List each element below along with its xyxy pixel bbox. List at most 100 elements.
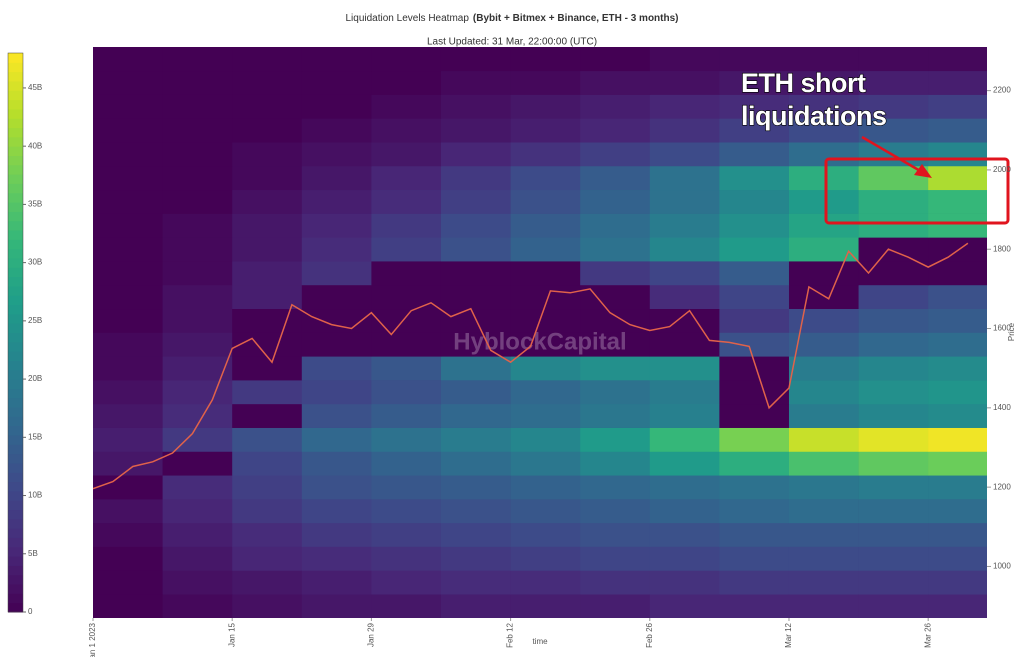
heat-cell [93, 546, 163, 571]
colorbar-segment [8, 174, 23, 184]
heat-cell [162, 522, 233, 547]
title-text: Liquidation Levels Heatmap [345, 13, 469, 24]
heat-cell [440, 594, 511, 618]
heat-cell [858, 94, 929, 119]
heat-cell [93, 499, 163, 524]
heat-cell [510, 70, 581, 95]
heat-cell [232, 380, 303, 405]
colorbar-segment [8, 155, 23, 166]
heat-cell [788, 356, 859, 381]
colorbar-segment [8, 285, 23, 296]
heat-cell [788, 403, 859, 428]
heat-cell [788, 165, 859, 191]
heat-cell [440, 356, 511, 381]
heat-cell [858, 522, 929, 547]
heat-cell [649, 165, 720, 191]
colorbar-segment [8, 80, 23, 91]
colorbar-segment [8, 248, 23, 259]
colorbar-segment [8, 62, 23, 73]
heat-cell [788, 142, 859, 167]
heat-cell [858, 403, 929, 428]
heat-cell [232, 356, 303, 381]
heat-cell [440, 475, 511, 500]
y-tick-label: 1600 [993, 324, 1011, 333]
colorbar-segment [8, 453, 23, 464]
heat-cell [580, 70, 651, 95]
y-tick-label: 2000 [993, 165, 1011, 174]
heat-cell [301, 332, 372, 357]
colorbar-segment [8, 407, 23, 417]
heat-cell [301, 356, 372, 381]
heat-cell [580, 308, 651, 333]
heat-cell [858, 356, 929, 381]
heat-cell [719, 284, 790, 310]
heat-cell [440, 70, 511, 95]
heat-cell [928, 94, 987, 119]
colorbar-segment [8, 593, 23, 604]
colorbar-segment [8, 53, 23, 63]
heat-cell [162, 261, 233, 286]
title-bold: (Bybit + Bitmex + Binance, ETH - 3 month… [473, 13, 679, 24]
heat-cell [788, 261, 859, 286]
heat-cell [928, 189, 987, 214]
heat-cell [510, 499, 581, 524]
colorbar-segment [8, 295, 23, 306]
colorbar-segment [8, 546, 23, 557]
heat-cell [93, 213, 163, 238]
heat-cell [162, 308, 233, 333]
heat-cell [858, 237, 929, 262]
heat-cell [371, 213, 442, 238]
colorbar-segment [8, 388, 23, 399]
colorbar-segment [8, 257, 23, 268]
heat-cell [93, 94, 163, 119]
heat-cell [510, 475, 581, 500]
heat-cell [162, 118, 233, 143]
heat-cell [510, 237, 581, 262]
heat-cell [440, 570, 511, 595]
colorbar-segment [8, 416, 23, 427]
heat-cell [788, 380, 859, 405]
x-tick-label: Mar 12 [784, 622, 793, 647]
heat-cell [788, 570, 859, 595]
heat-cell [232, 118, 303, 143]
heat-cell [232, 213, 303, 238]
heat-cell [928, 165, 987, 191]
heat-cell [719, 94, 790, 119]
heat-cell [580, 142, 651, 167]
heat-cell [928, 594, 987, 618]
heat-cell [580, 213, 651, 238]
heat-cell [719, 499, 790, 524]
heat-cell [371, 94, 442, 119]
heat-cell [162, 142, 233, 167]
heat-cell [788, 332, 859, 357]
x-tick-label: Jan 1 2023 [88, 622, 97, 657]
heat-cell [928, 308, 987, 333]
heat-cell [788, 284, 859, 310]
colorbar-segment [8, 518, 23, 529]
heat-cell [371, 380, 442, 405]
colorbar-segment [8, 211, 23, 222]
heat-cell [440, 403, 511, 428]
colorbar-segment [8, 574, 23, 585]
heat-cell [580, 47, 651, 72]
heatmap [93, 47, 987, 618]
heat-cell [649, 47, 720, 72]
heat-cell [301, 261, 372, 286]
heat-cell [719, 475, 790, 500]
heat-cell [301, 475, 372, 500]
colorbar-segment [8, 90, 23, 101]
heat-cell [719, 165, 790, 191]
heat-cell [371, 594, 442, 618]
heat-cell [580, 427, 651, 452]
colorbar-tick-label: 35B [28, 200, 42, 209]
heat-cell [162, 427, 233, 452]
x-tick-label: Jan 29 [367, 622, 376, 647]
heat-cell [162, 237, 233, 262]
y-tick-label: 1000 [993, 562, 1011, 571]
colorbar-segment [8, 323, 23, 333]
heat-cell [301, 451, 372, 476]
colorbar-segment [8, 360, 23, 371]
price-line [93, 242, 969, 490]
heat-cell [301, 284, 372, 310]
heat-cell [371, 284, 442, 310]
